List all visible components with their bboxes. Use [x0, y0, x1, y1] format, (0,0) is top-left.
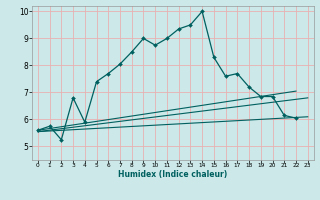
- X-axis label: Humidex (Indice chaleur): Humidex (Indice chaleur): [118, 170, 228, 179]
